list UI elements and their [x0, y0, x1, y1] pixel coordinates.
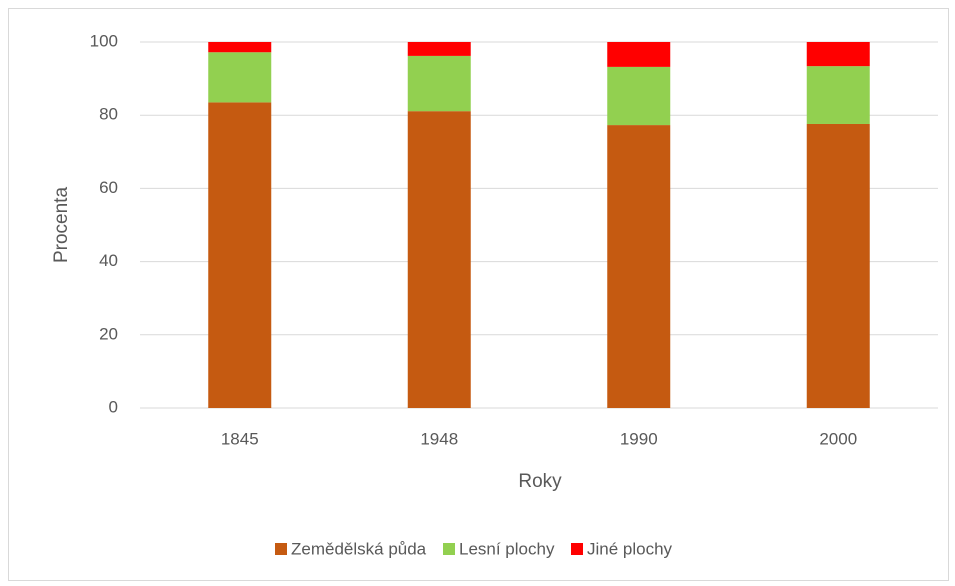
legend-swatch: [275, 543, 287, 555]
bar-segment: [607, 42, 671, 67]
bar-segment: [806, 66, 870, 124]
x-tick-label: 1990: [620, 429, 658, 448]
legend-label: Lesní plochy: [459, 539, 555, 558]
bar-segment: [208, 102, 272, 408]
x-tick-label: 2000: [819, 429, 857, 448]
legend-label: Jiné plochy: [587, 539, 673, 558]
bar-segment: [208, 42, 272, 53]
x-axis-title: Roky: [518, 471, 562, 492]
y-tick-label: 80: [99, 105, 118, 124]
legend-swatch: [571, 543, 583, 555]
x-tick-label: 1845: [221, 429, 259, 448]
bar-segment: [407, 55, 471, 112]
bar-segment: [607, 125, 671, 408]
y-tick-label: 20: [99, 324, 118, 343]
y-tick-label: 40: [99, 251, 118, 270]
bar-segment: [407, 111, 471, 408]
bar-segment: [407, 42, 471, 56]
y-tick-label: 60: [99, 178, 118, 197]
bar-segment: [806, 42, 870, 67]
y-axis-title: Procenta: [51, 187, 72, 263]
legend-label: Zemědělská půda: [291, 539, 427, 558]
chart-frame: [8, 8, 949, 581]
bar-segment: [208, 52, 272, 103]
y-tick-label: 100: [90, 31, 118, 50]
bar-segment: [806, 123, 870, 408]
x-tick-label: 1948: [420, 429, 458, 448]
y-tick-label: 0: [109, 397, 118, 416]
legend-swatch: [443, 543, 455, 555]
bar-segment: [607, 66, 671, 126]
